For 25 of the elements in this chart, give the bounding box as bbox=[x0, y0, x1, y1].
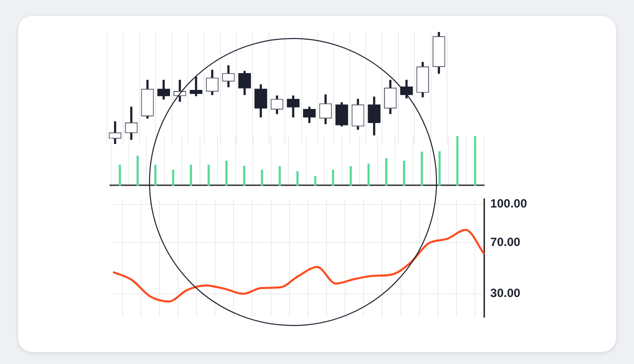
bar bbox=[456, 136, 458, 186]
bar bbox=[420, 152, 423, 186]
bar bbox=[278, 166, 281, 186]
bar bbox=[208, 164, 210, 186]
bar bbox=[243, 166, 246, 186]
bar bbox=[154, 164, 156, 186]
bar bbox=[225, 160, 228, 186]
bar bbox=[172, 170, 174, 186]
y-tick-label: 70.00 bbox=[490, 234, 521, 249]
y-tick-label: 100.00 bbox=[490, 196, 528, 211]
bar bbox=[314, 176, 316, 186]
bar bbox=[118, 164, 121, 186]
bar bbox=[367, 164, 370, 186]
line-series bbox=[112, 228, 486, 302]
bar bbox=[136, 156, 139, 186]
bar bbox=[385, 158, 388, 186]
bar bbox=[296, 171, 299, 186]
bar bbox=[350, 166, 352, 186]
y-tick-label: 30.00 bbox=[490, 286, 521, 300]
bar bbox=[332, 170, 334, 186]
bar bbox=[438, 151, 441, 186]
bar bbox=[402, 160, 406, 186]
bar bbox=[474, 136, 476, 186]
bar bbox=[260, 170, 264, 186]
bar bbox=[190, 164, 192, 186]
